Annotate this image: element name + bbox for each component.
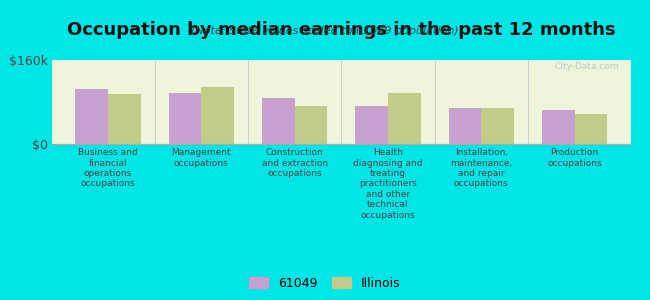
Bar bbox=[108, 94, 140, 144]
Bar bbox=[294, 106, 327, 144]
Bar bbox=[542, 110, 575, 144]
Text: City-Data.com: City-Data.com bbox=[554, 62, 619, 71]
Bar bbox=[448, 108, 481, 144]
Bar bbox=[575, 113, 607, 144]
Bar bbox=[262, 98, 294, 144]
Bar bbox=[388, 92, 421, 144]
Legend: 61049, Illinois: 61049, Illinois bbox=[246, 273, 404, 294]
Bar bbox=[75, 89, 108, 144]
Bar bbox=[168, 92, 202, 144]
Bar bbox=[356, 106, 388, 144]
Title: Occupation by median earnings in the past 12 months: Occupation by median earnings in the pas… bbox=[67, 21, 616, 39]
Bar bbox=[202, 87, 234, 144]
Bar bbox=[481, 108, 514, 144]
Text: (Note: State values scaled to 61049 population): (Note: State values scaled to 61049 popu… bbox=[191, 26, 459, 35]
